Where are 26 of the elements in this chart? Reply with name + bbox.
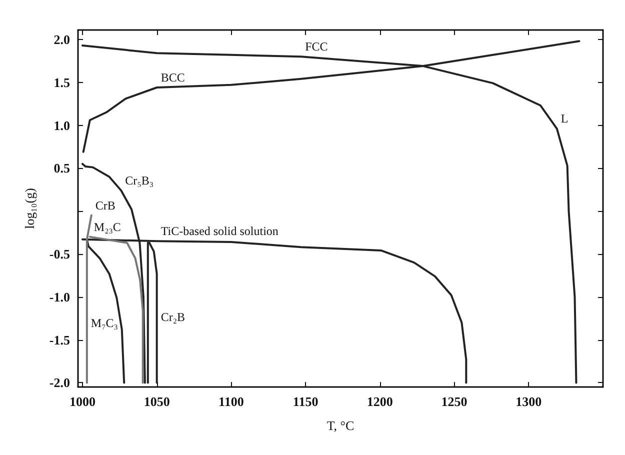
- x-tick-label: 1150: [292, 394, 318, 409]
- annotation: L: [560, 112, 568, 126]
- annotation: BCC: [160, 70, 185, 84]
- annotation: TiC-based solid solution: [160, 224, 278, 238]
- x-tick-label: 1300: [516, 394, 542, 409]
- x-tick-label: 1250: [441, 394, 468, 409]
- y-tick-label: -0.5: [49, 246, 70, 262]
- x-tick-label: 1100: [218, 394, 244, 409]
- annotation: M₇C₃: [90, 316, 118, 330]
- x-tick-label: 1050: [144, 394, 170, 409]
- x-tick-label: 1000: [69, 394, 96, 409]
- annotation: CrB: [95, 198, 116, 212]
- annotation: Cr₂B: [160, 310, 186, 324]
- y-tick-label: 1.0: [54, 118, 70, 133]
- y-tick-label: -2.0: [49, 375, 70, 390]
- y-axis-title: log₁₀(g): [22, 188, 37, 229]
- y-tick-label: -1.5: [49, 332, 70, 348]
- x-axis-title: T, °C: [326, 418, 354, 433]
- annotation: FCC: [305, 40, 328, 54]
- y-tick-label: 1.5: [54, 74, 70, 90]
- x-tick-label: 1200: [366, 394, 393, 409]
- y-tick-label: 0.5: [54, 160, 70, 176]
- y-tick-label: -1.0: [49, 289, 70, 304]
- annotation: Cr₅B₃: [125, 173, 154, 188]
- y-tick-label: 2.0: [54, 32, 70, 47]
- annotation: M₂₃C: [94, 220, 121, 234]
